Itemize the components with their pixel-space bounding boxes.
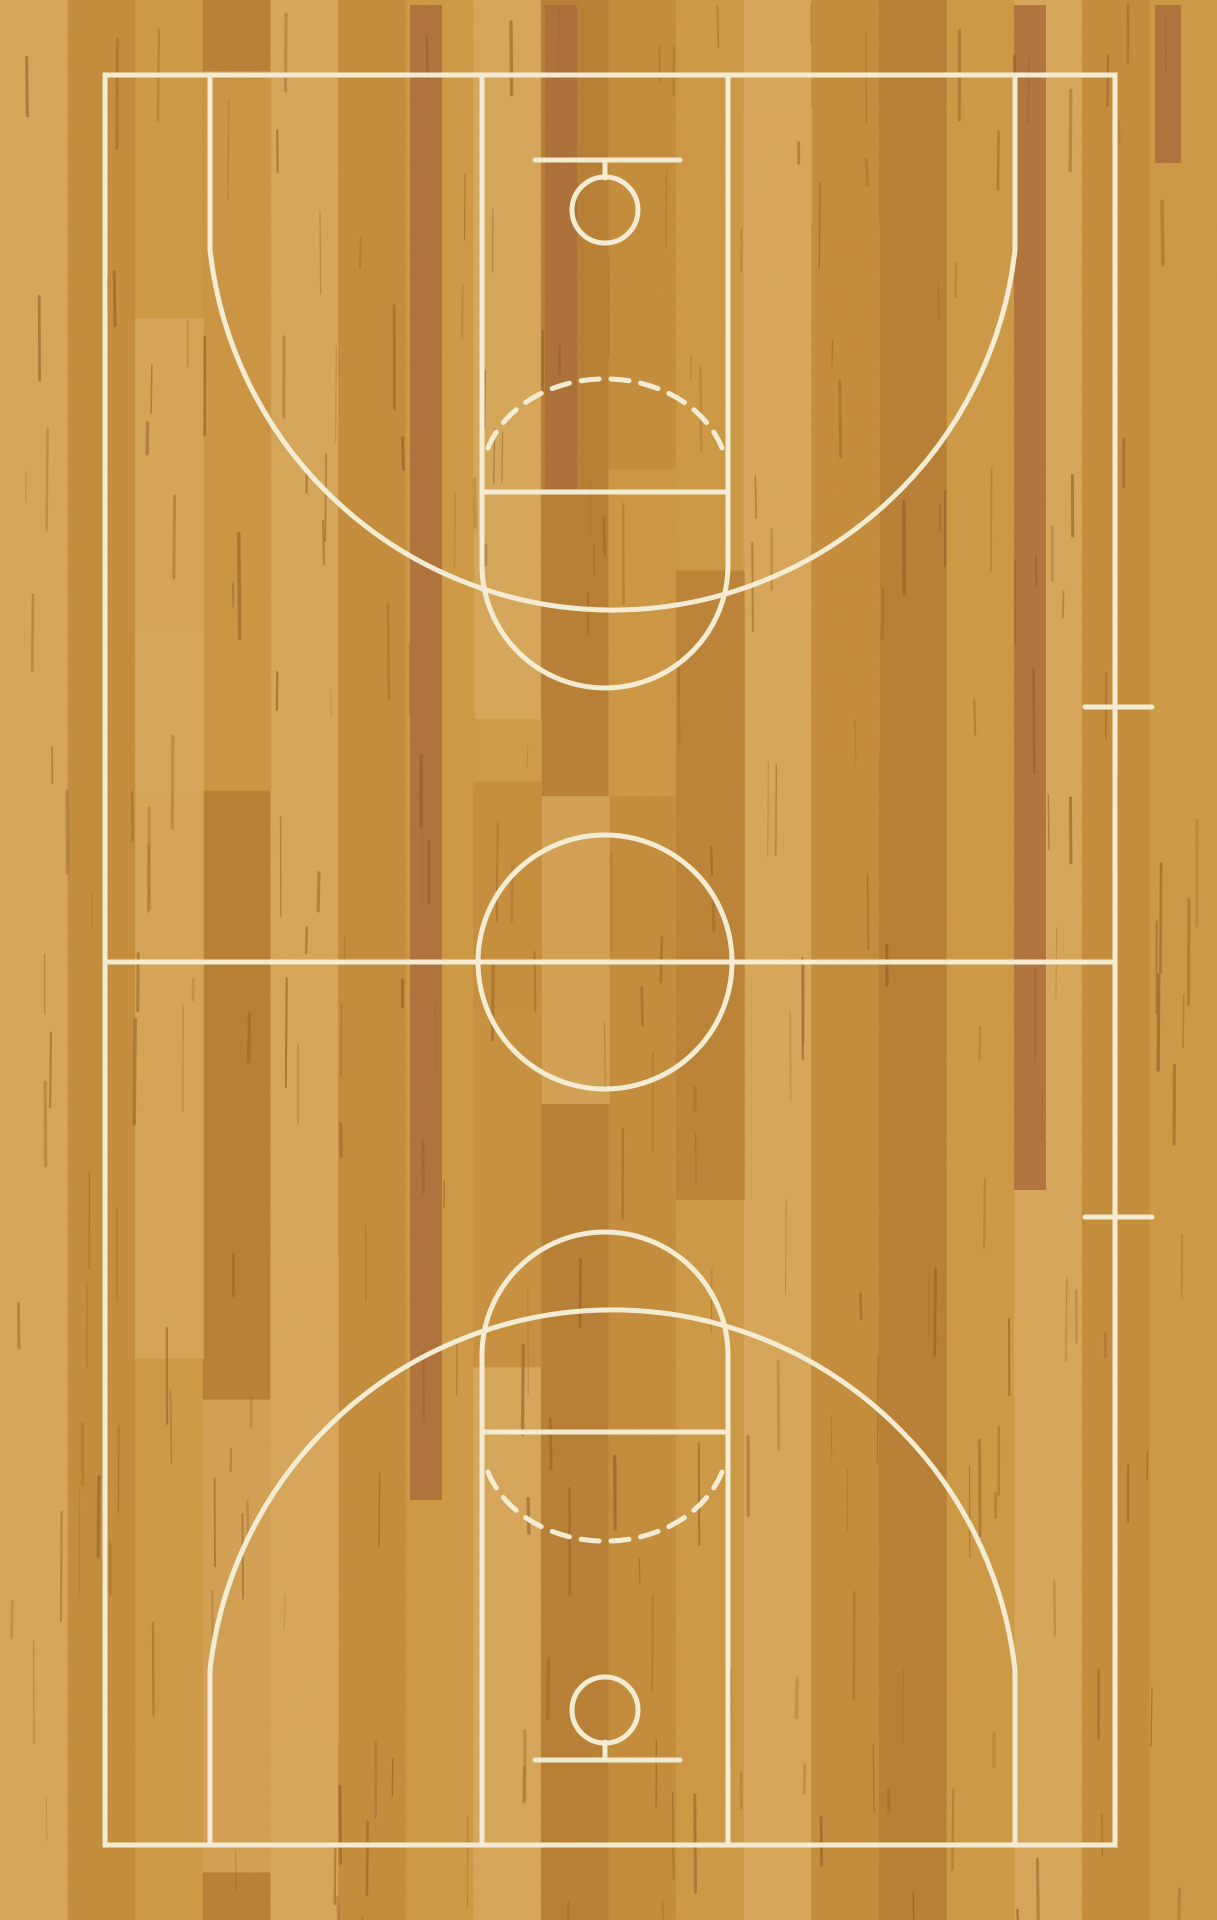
free-throw-dashed-arc-top	[485, 376, 725, 451]
key-top	[479, 72, 731, 691]
three-point-arc-top	[207, 72, 1018, 613]
hoop-top	[569, 174, 641, 246]
court-lines	[102, 72, 1155, 1848]
free-throw-dashed-arc-bottom	[485, 1469, 725, 1544]
key-bottom	[479, 1229, 731, 1848]
three-point-arc-bottom	[207, 1307, 1018, 1848]
center-circle	[475, 832, 735, 1092]
hoop-bottom	[569, 1674, 641, 1746]
